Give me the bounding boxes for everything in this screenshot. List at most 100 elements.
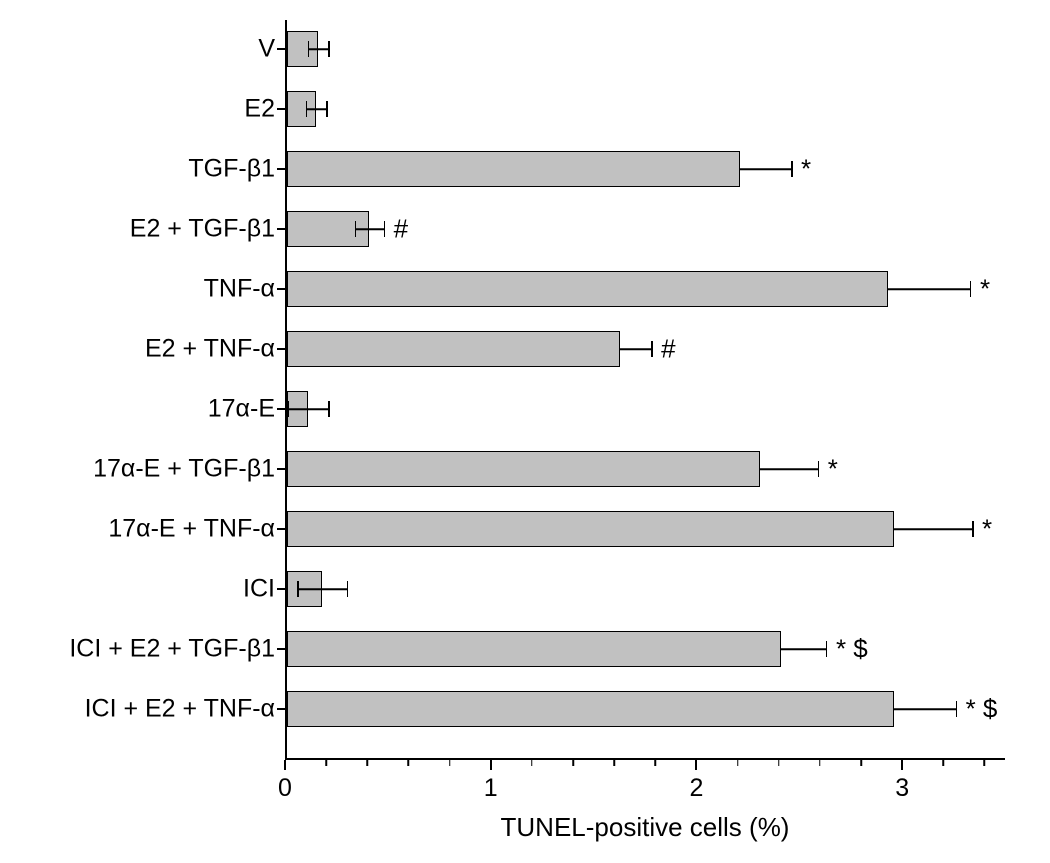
x-minor-tick [737,760,739,766]
bar-row [287,391,1005,427]
x-minor-tick [860,760,862,766]
error-cap-upper [818,461,820,477]
y-tick [277,408,287,410]
x-minor-tick [778,760,780,766]
x-tick-label: 0 [278,774,292,803]
bar-row: * [287,271,1005,307]
category-label: 17α-E [208,395,275,424]
x-tick-label: 3 [895,774,909,803]
x-minor-tick [531,760,533,766]
x-tick [901,760,903,770]
error-cap-upper [972,521,974,537]
error-cap-lower [355,221,357,237]
x-minor-tick [572,760,574,766]
significance-annotation: * [980,274,990,305]
bar-row: * $ [287,631,1005,667]
error-bar-lower [287,408,308,410]
bar [287,511,894,547]
error-bar-upper [894,708,956,710]
error-cap-upper [956,701,958,717]
category-label: TGF-β1 [188,155,275,184]
significance-annotation: * $ [836,634,868,665]
category-label: 17α-E + TNF-α [108,515,275,544]
bar [287,691,894,727]
y-tick [277,228,287,230]
bar-row: * [287,451,1005,487]
bar [287,151,740,187]
y-tick [277,468,287,470]
category-label: E2 + TGF-β1 [130,215,275,244]
bar-row: # [287,331,1005,367]
error-cap-upper [328,41,330,57]
error-bar-lower [355,228,369,230]
bar [287,451,760,487]
error-cap-lower [308,41,310,57]
error-cap-lower [297,581,299,597]
x-minor-tick [449,760,451,766]
category-label: E2 [244,95,275,124]
error-cap-upper [384,221,386,237]
x-minor-tick [408,760,410,766]
x-minor-tick [613,760,615,766]
bar [287,271,888,307]
error-bar-upper [620,348,651,350]
error-bar-upper [316,108,326,110]
bar-row: * [287,151,1005,187]
x-tick [284,760,286,770]
bar-chart: *#*#*** $* $ TUNEL-positive cells (%) 01… [0,20,1050,863]
x-minor-tick [819,760,821,766]
x-tick [490,760,492,770]
x-minor-tick [943,760,945,766]
error-bar-upper [760,468,818,470]
y-tick [277,168,287,170]
x-minor-tick [984,760,986,766]
error-bar-upper [740,168,791,170]
error-cap-upper [347,581,349,597]
significance-annotation: # [661,334,675,365]
category-label: E2 + TNF-α [145,335,275,364]
error-bar-lower [306,108,316,110]
y-tick [277,48,287,50]
category-label: 17α-E + TGF-β1 [93,455,275,484]
plot-area: *#*#*** $* $ [285,20,1005,760]
bar-row: * [287,511,1005,547]
significance-annotation: # [394,214,408,245]
x-tick [695,760,697,770]
error-bar-upper [781,648,826,650]
error-cap-upper [328,401,330,417]
x-minor-tick [325,760,327,766]
x-minor-tick [655,760,657,766]
error-bar-upper [888,288,970,290]
error-cap-upper [326,101,328,117]
significance-annotation: * [828,454,838,485]
bar-row: # [287,211,1005,247]
error-cap-lower [287,401,289,417]
error-bar-lower [308,48,318,50]
significance-annotation: * [801,154,811,185]
error-cap-upper [791,161,793,177]
x-minor-tick [367,760,369,766]
x-tick-label: 1 [484,774,498,803]
bar-row [287,571,1005,607]
error-bar-upper [369,228,383,230]
y-tick [277,708,287,710]
category-label: TNF-α [204,275,275,304]
category-label: ICI + E2 + TGF-β1 [69,635,275,664]
y-tick [277,648,287,650]
error-bar-lower [297,588,322,590]
category-label: V [258,35,275,64]
x-axis-label: TUNEL-positive cells (%) [501,812,790,843]
y-tick [277,348,287,350]
error-cap-upper [826,641,828,657]
bar [287,631,781,667]
error-bar-upper [322,588,347,590]
error-cap-lower [306,101,308,117]
error-cap-upper [970,281,972,297]
bar-row [287,31,1005,67]
y-tick [277,108,287,110]
y-tick [277,288,287,290]
y-tick [277,528,287,530]
bar-row [287,91,1005,127]
error-bar-upper [318,48,328,50]
error-bar-upper [308,408,329,410]
